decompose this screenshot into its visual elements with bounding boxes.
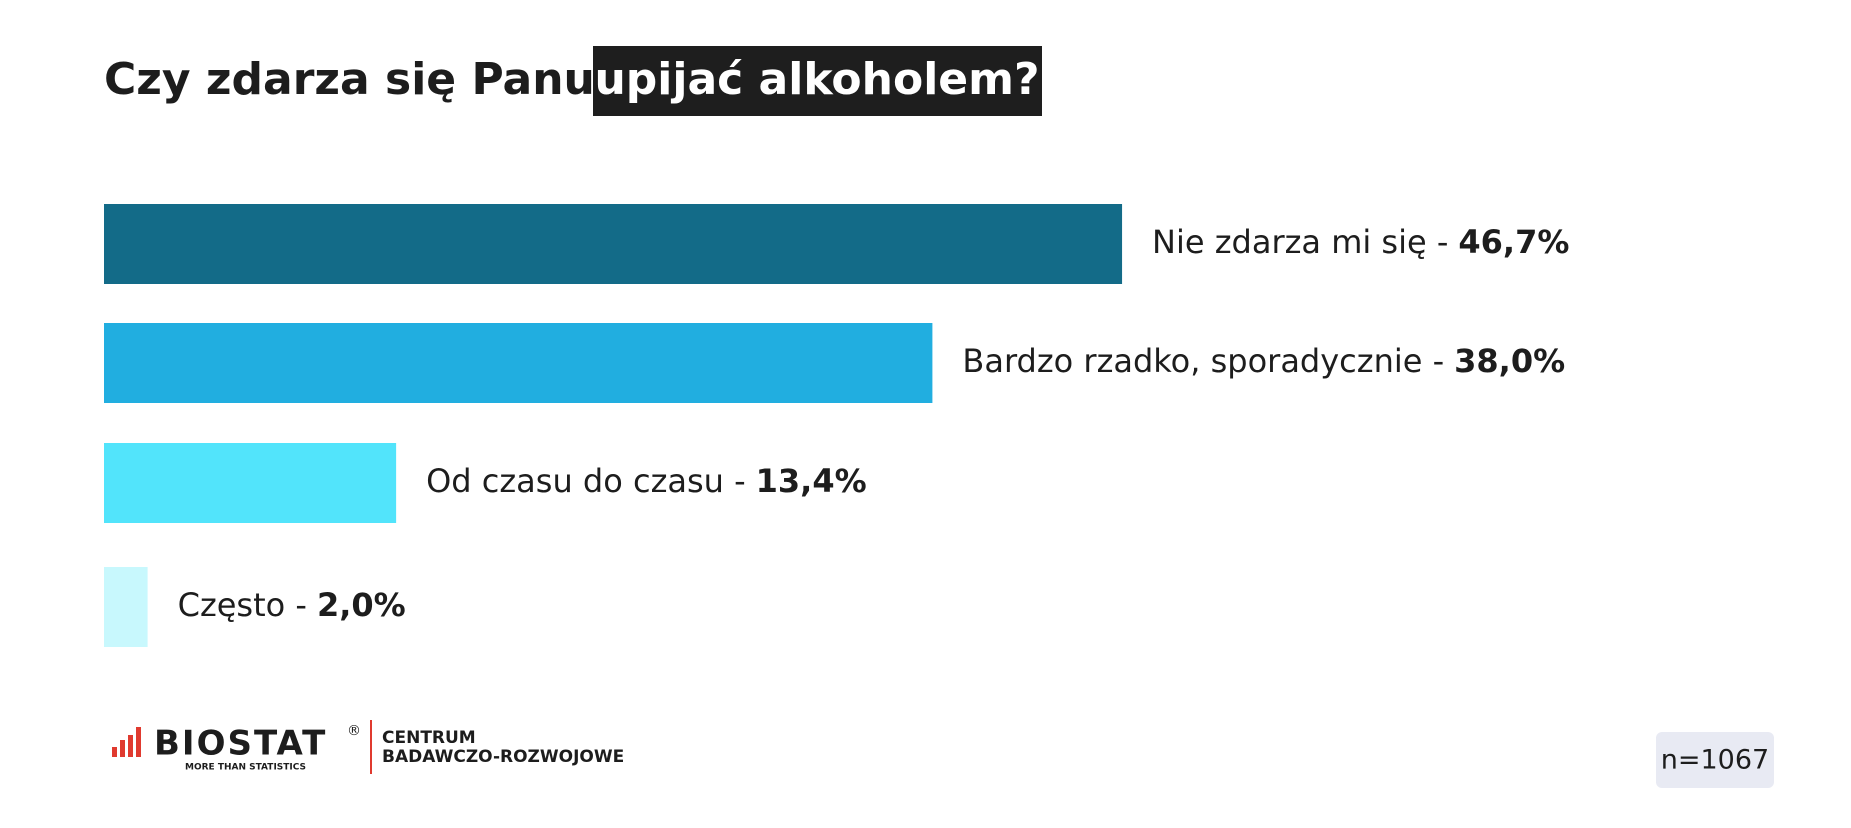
bar-label: Często - 2,0% — [178, 586, 406, 624]
logo-divider — [370, 720, 372, 774]
bar-label: Bardzo rzadko, sporadycznie - 38,0% — [962, 342, 1565, 380]
logo-name: BIOSTAT — [154, 724, 327, 764]
bar-label: Od czasu do czasu - 13,4% — [426, 462, 867, 500]
category-label: Często - — [178, 586, 307, 624]
category-label: Nie zdarza mi się - — [1152, 223, 1448, 261]
logo-unit-line2: BADAWCZO-ROZWOJOWE — [382, 747, 624, 767]
logo-bar — [128, 735, 133, 757]
sample-size-box — [1656, 732, 1774, 788]
logo: BIOSTAT ® MORE THAN STATISTICS CENTRUM B… — [112, 720, 624, 774]
title-highlight-box — [593, 46, 1042, 116]
sample-size: n=1067 — [1661, 745, 1769, 776]
title-highlight: upijać alkoholem? — [594, 54, 1039, 105]
chart-title: Czy zdarza się Panu/i — [104, 54, 626, 105]
logo-bar — [120, 740, 125, 757]
bar — [104, 567, 148, 647]
bar-label: Nie zdarza mi się - 46,7% — [1152, 223, 1569, 261]
value-label: 2,0% — [317, 586, 406, 624]
logo-bar — [136, 727, 141, 757]
logo-tagline: MORE THAN STATISTICS — [185, 763, 306, 773]
value-label: 38,0% — [1454, 342, 1565, 380]
value-label: 13,4% — [756, 462, 867, 500]
logo-mark: ® — [347, 723, 361, 739]
category-label: Od czasu do czasu - — [426, 462, 746, 500]
bar — [104, 204, 1123, 284]
bar — [104, 443, 397, 523]
category-label: Bardzo rzadko, sporadycznie - — [962, 342, 1444, 380]
logo-unit-line1: CENTRUM — [382, 728, 476, 748]
bar — [104, 323, 933, 403]
logo-bar — [112, 747, 117, 757]
value-label: 46,7% — [1458, 223, 1569, 261]
